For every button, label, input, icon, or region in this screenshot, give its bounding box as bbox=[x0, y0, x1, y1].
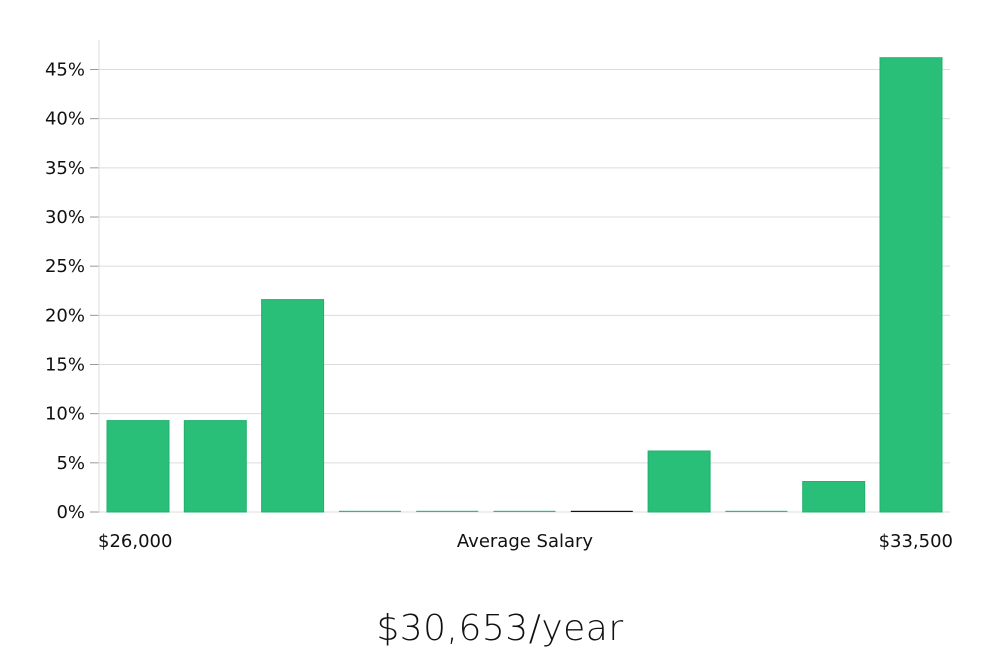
y-tick-label: 5% bbox=[56, 453, 85, 474]
bar-7 bbox=[647, 450, 711, 513]
y-tick-label: 45% bbox=[45, 60, 85, 81]
x-max-label: $33,500 bbox=[879, 531, 953, 552]
bar-3 bbox=[338, 510, 401, 512]
y-tick-label: 40% bbox=[45, 109, 85, 130]
bar-5 bbox=[493, 510, 556, 512]
y-tick-label: 25% bbox=[45, 256, 85, 277]
y-tick-label: 35% bbox=[45, 158, 85, 179]
bar-0 bbox=[106, 420, 170, 513]
bar-10 bbox=[879, 57, 943, 513]
y-tick-label: 30% bbox=[45, 207, 85, 228]
y-tick-label: 10% bbox=[45, 404, 85, 425]
bar-8 bbox=[725, 510, 788, 512]
salary-distribution-chart: 0% 5% 10% 15% 20% 25% 30% 35% 40% 45% $26,000 Ave… bbox=[45, 40, 953, 552]
bar-6 bbox=[570, 510, 633, 512]
bar-9 bbox=[802, 481, 866, 513]
x-axis-title: Average Salary bbox=[457, 531, 594, 552]
average-salary-value: $30,653/year bbox=[376, 608, 624, 649]
y-tick-label: 0% bbox=[56, 502, 85, 523]
y-tick-label: 20% bbox=[45, 305, 85, 326]
bar-2 bbox=[261, 299, 325, 513]
bar-4 bbox=[416, 510, 479, 512]
y-tick-label: 15% bbox=[45, 355, 85, 376]
bars bbox=[106, 57, 943, 513]
y-axis-ticks: 0% 5% 10% 15% 20% 25% 30% 35% 40% 45% bbox=[45, 60, 99, 523]
bar-1 bbox=[183, 420, 247, 513]
x-min-label: $26,000 bbox=[98, 531, 172, 552]
